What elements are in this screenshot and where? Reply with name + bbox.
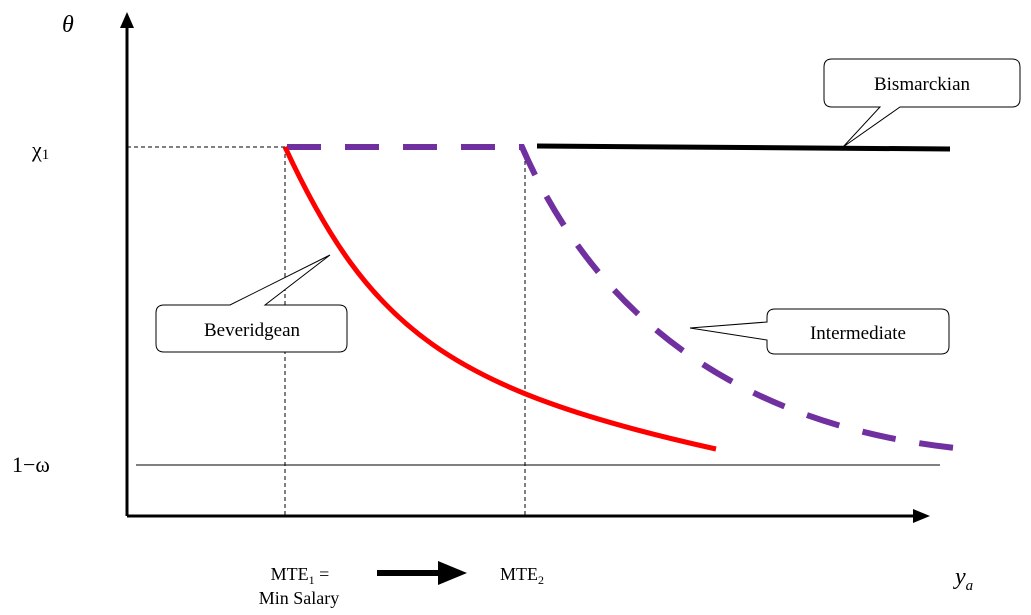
bismarckian-curve [537,146,950,149]
callout-beveridgean: Beveridgean [156,255,347,352]
mte2-label: MTE2 [500,564,544,587]
callout-bismarckian: Bismarckian [824,59,1020,147]
y-tick-chi1: χ1 [31,137,49,163]
callout-intermediate: Intermediate [690,309,949,354]
svg-text:Beveridgean: Beveridgean [204,320,301,341]
x-axis-label: ya [953,564,973,594]
svg-text:Intermediate: Intermediate [810,323,906,344]
mte1-label-line2: Min Salary [259,588,340,608]
y-axis-arrowhead [120,12,134,28]
y-tick-one-minus-omega: 1−ω [12,452,50,477]
y-axis-label: θ [62,12,74,38]
x-axis-arrowhead [913,509,930,523]
intermediate-curve [287,147,955,448]
beveridgean-curve [285,147,716,449]
mte1-label: MTE1 = [271,564,330,587]
svg-text:Bismarckian: Bismarckian [874,74,971,95]
mte-transition-arrowhead [438,561,467,585]
